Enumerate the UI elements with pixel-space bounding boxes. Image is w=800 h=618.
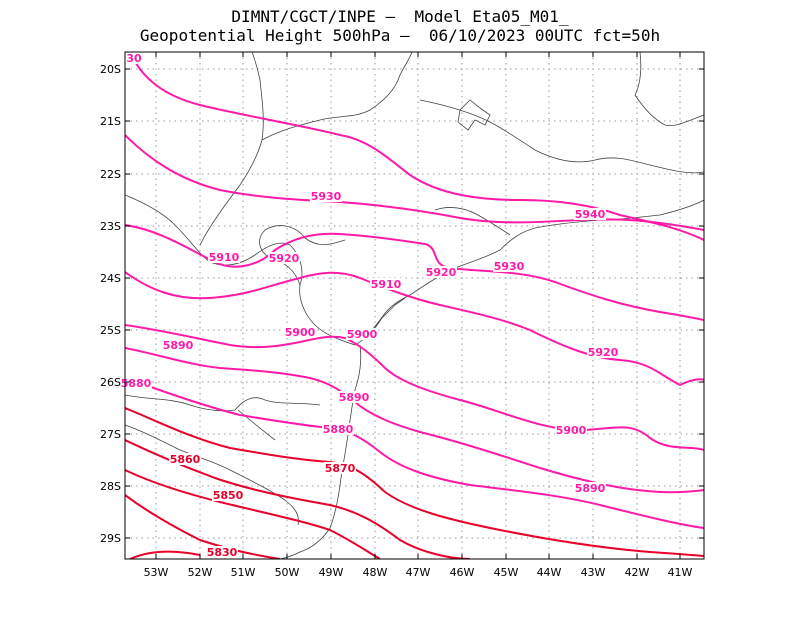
lon-tick-label: 52W (188, 566, 213, 579)
lat-tick-label: 26S (100, 376, 121, 389)
contour-label: 5910 (371, 278, 402, 291)
lat-tick-label: 24S (100, 272, 121, 285)
contour-line (125, 224, 704, 321)
contour-labels: 5830 5850 5860 5870 5880 5880 5890 5890 5890 5900… (120, 52, 619, 559)
contour-label: 5890 (163, 339, 194, 352)
lat-tick-label: 28S (100, 480, 121, 493)
contour-label: 5830 (207, 546, 238, 559)
contour-label-bg (587, 346, 619, 358)
lat-tick-label: 25S (100, 324, 121, 337)
contour-label-bg (555, 424, 587, 436)
geopotential-contours (125, 52, 704, 559)
contour-label-bg (346, 328, 378, 340)
contour-label: 5880 (323, 423, 354, 436)
contour-label: 5850 (213, 489, 244, 502)
contour-label-bg (310, 190, 342, 202)
contour-label-bg (338, 391, 370, 403)
contour-label: 5940 (575, 208, 606, 221)
contour-label: 5910 (209, 251, 240, 264)
map-title-line2: Geopotential Height 500hPa – 06/10/2023 … (139, 26, 661, 45)
contour-line (125, 134, 704, 231)
lon-tick-label: 43W (581, 566, 606, 579)
contour-label-bg (268, 252, 300, 264)
lat-tick-label: 29S (100, 532, 121, 545)
lat-tick-label: 22S (100, 168, 121, 181)
contour-line (125, 377, 704, 529)
contour-label: 5870 (325, 462, 356, 475)
contour-label-bg (208, 251, 240, 263)
contour-label: 5880 (121, 377, 152, 390)
contour-label-bg (324, 462, 356, 474)
contour-label-bg (425, 266, 457, 278)
lat-tick-label: 27S (100, 428, 121, 441)
contour-line (125, 271, 704, 387)
map-title-line1: DIMNT/CGCT/INPE – Model Eta05_M01_ (231, 7, 569, 26)
contour-label-bg (284, 326, 316, 338)
lat-tick-label: 23S (100, 220, 121, 233)
lon-tick-label: 50W (275, 566, 300, 579)
contour-label: 5930 (494, 260, 525, 273)
contour-label: 5890 (575, 482, 606, 495)
contour-label-bg (322, 423, 354, 435)
contour-line (125, 469, 381, 559)
contour-label: 5900 (347, 328, 378, 341)
contour-label-bg (125, 52, 143, 64)
contour-label: 5930 (311, 190, 342, 203)
lon-tick-label: 49W (319, 566, 344, 579)
contour-label-bg (206, 546, 238, 558)
lon-tick-label: 48W (363, 566, 388, 579)
contour-label-bg (493, 260, 525, 272)
contour-line (125, 494, 281, 559)
contour-label-bg (574, 208, 606, 220)
grid-lines (125, 52, 704, 559)
contour-label: 5920 (588, 346, 619, 359)
contour-line (125, 407, 704, 557)
contour-line (125, 439, 471, 559)
lat-tick-label: 20S (100, 63, 121, 76)
contour-label: 30 (126, 52, 142, 65)
contour-label-bg (212, 489, 244, 501)
contour-label: 5900 (556, 424, 587, 437)
lon-tick-label: 46W (450, 566, 475, 579)
lon-tick-label: 47W (406, 566, 431, 579)
contour-label-bg (574, 482, 606, 494)
contour-line (129, 550, 201, 559)
contour-label-bg (162, 339, 194, 351)
contour-label: 5860 (170, 453, 201, 466)
lon-tick-label: 44W (537, 566, 562, 579)
lat-tick-label: 21S (100, 115, 121, 128)
lon-tick-label: 42W (625, 566, 650, 579)
contour-label: 5900 (285, 326, 316, 339)
lon-tick-label: 41W (668, 566, 693, 579)
contour-label-bg (370, 278, 402, 290)
contour-label-bg (169, 453, 201, 465)
contour-line (125, 324, 704, 451)
contour-label: 5890 (339, 391, 370, 404)
coastline (125, 52, 704, 559)
contour-label: 5920 (426, 266, 457, 279)
map-frame (124, 51, 705, 560)
lon-tick-label: 51W (231, 566, 256, 579)
contour-label-bg (120, 377, 152, 389)
lon-tick-label: 45W (494, 566, 519, 579)
lon-tick-label: 53W (144, 566, 169, 579)
contour-label: 5920 (269, 252, 300, 265)
contour-line (125, 347, 704, 494)
axis-ticks: 20S 21S 22S 23S 24S 25S 26S 27S 28S 29S 53W 52W 51W 5… (100, 52, 704, 579)
contour-line (129, 52, 704, 241)
